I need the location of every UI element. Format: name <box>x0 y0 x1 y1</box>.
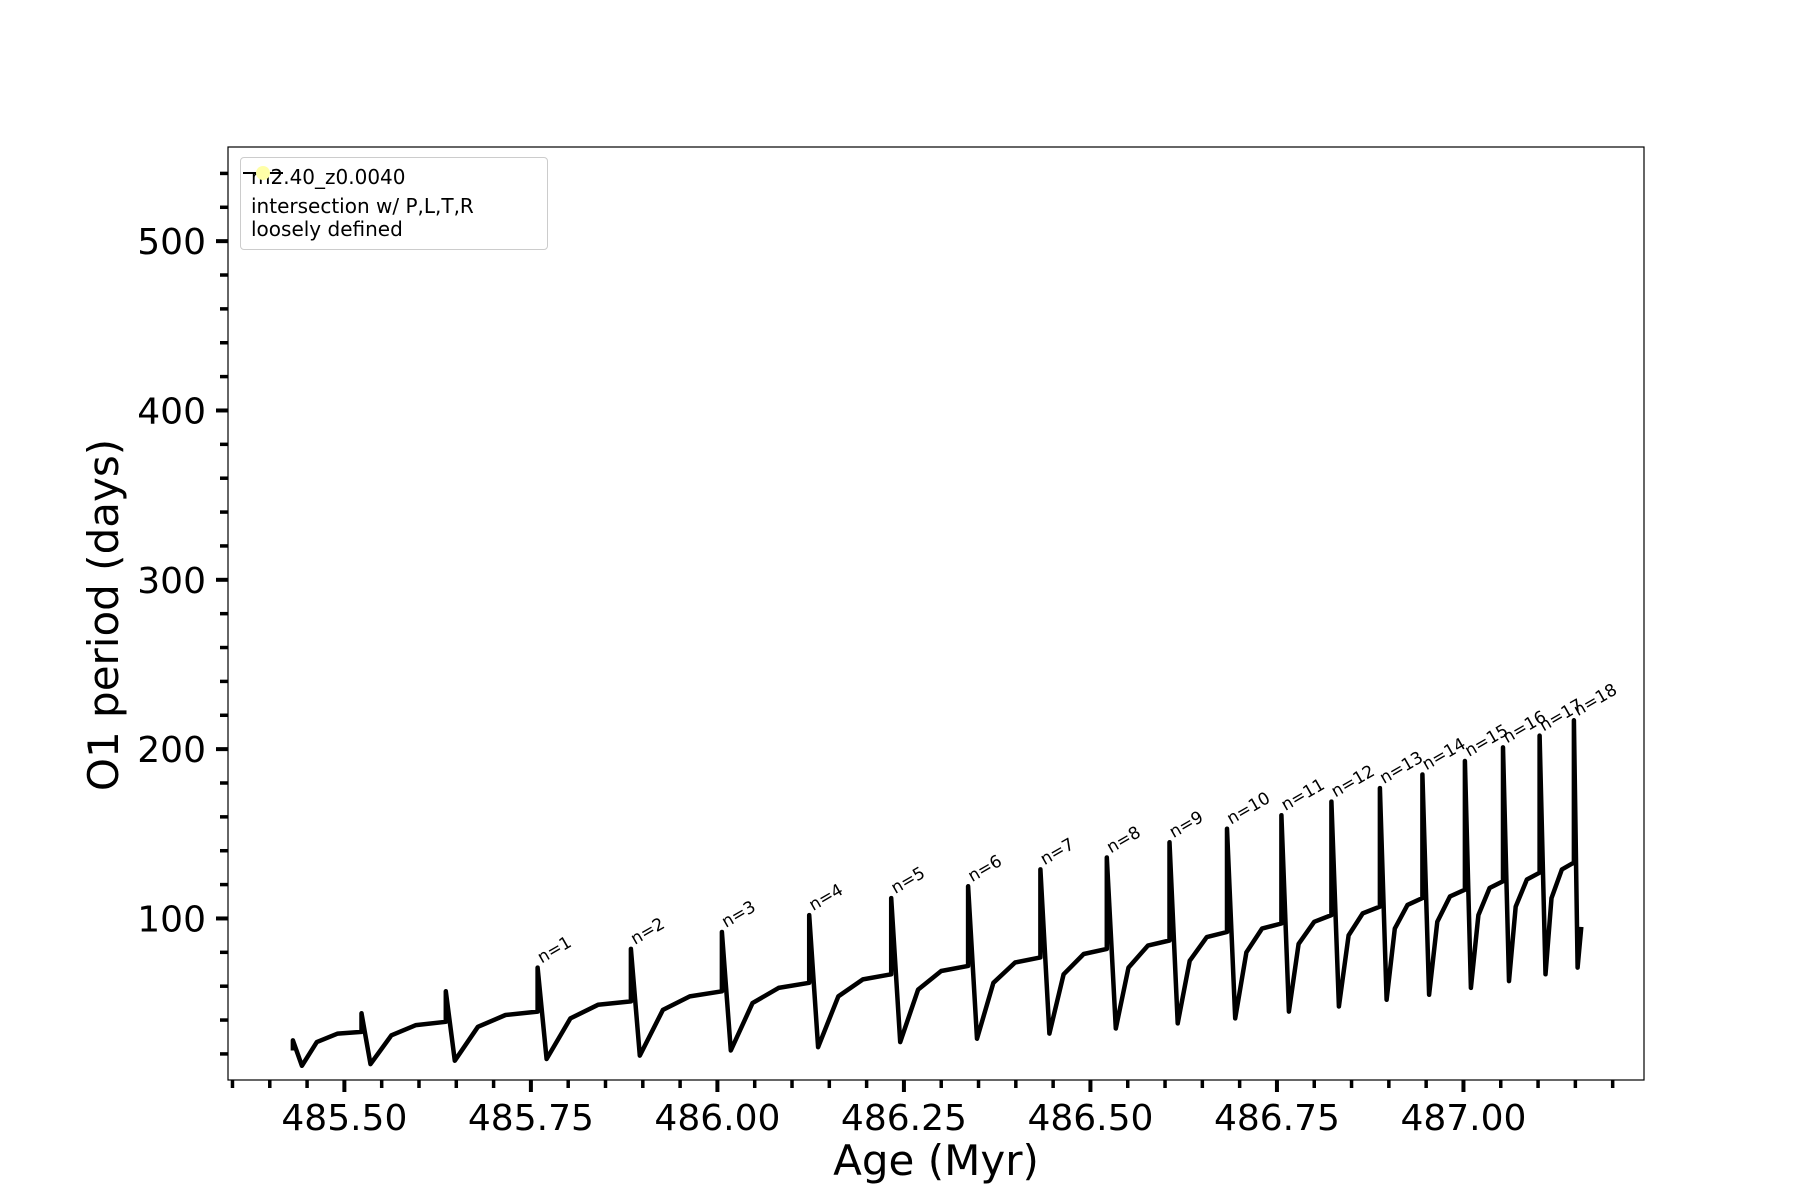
x-tick-label: 486.25 <box>841 1098 967 1139</box>
legend-entry: m2.40_z0.0040 <box>243 165 537 189</box>
y-axis-label: O1 period (days) <box>79 439 128 791</box>
annotation: n=5 <box>888 863 929 898</box>
annotation: n=1 <box>534 933 575 968</box>
x-tick-label: 487.00 <box>1400 1098 1526 1139</box>
legend-marker <box>256 166 270 180</box>
annotation: n=6 <box>965 851 1006 886</box>
y-tick-label: 400 <box>137 391 206 432</box>
y-tick-label: 500 <box>137 222 206 263</box>
annotation: n=10 <box>1223 788 1273 829</box>
x-tick-label: 486.75 <box>1214 1098 1340 1139</box>
x-axis-label: Age (Myr) <box>833 1136 1039 1185</box>
annotation: n=7 <box>1037 834 1078 869</box>
legend-entry: intersection w/ P,L,T,R loosely defined <box>251 166 537 241</box>
annotation: n=3 <box>718 897 759 932</box>
plot-frame <box>227 146 1645 1081</box>
annotation: n=18 <box>1570 680 1620 721</box>
annotation: n=14 <box>1419 734 1469 775</box>
y-tick-label: 200 <box>137 730 206 771</box>
legend-symbol <box>256 166 270 180</box>
annotation: n=9 <box>1166 807 1207 842</box>
annotation: n=12 <box>1328 761 1378 802</box>
annotation: n=2 <box>627 914 668 949</box>
x-tick-label: 486.00 <box>654 1098 780 1139</box>
x-tick-label: 486.50 <box>1027 1098 1153 1139</box>
y-tick-label: 100 <box>137 899 206 940</box>
annotation: n=11 <box>1278 775 1328 816</box>
annotation: n=13 <box>1376 748 1426 789</box>
annotation: n=4 <box>806 880 847 915</box>
annotation: n=8 <box>1103 823 1144 858</box>
y-tick-label: 300 <box>137 561 206 602</box>
legend: m2.40_z0.0040 intersection w/ P,L,T,R loo… <box>240 157 548 250</box>
x-tick-label: 485.50 <box>281 1098 407 1139</box>
legend-label: intersection w/ P,L,T,R loosely defined <box>251 194 474 241</box>
x-tick-label: 485.75 <box>468 1098 594 1139</box>
data-line <box>290 718 1584 1069</box>
legend-label: m2.40_z0.0040 <box>251 165 406 189</box>
